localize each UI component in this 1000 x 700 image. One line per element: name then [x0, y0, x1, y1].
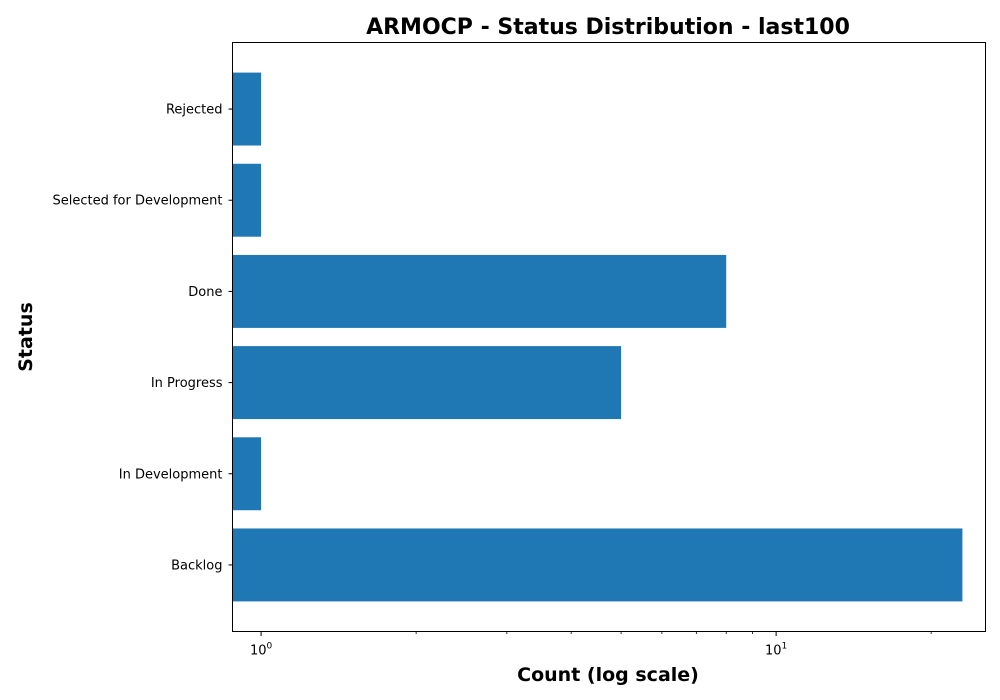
- y-tick-label: Rejected: [166, 103, 223, 118]
- x-axis-label: Count (log scale): [517, 664, 699, 686]
- bars-group: [232, 72, 963, 602]
- plot-frame: [232, 42, 986, 632]
- y-axis-label: Status: [15, 302, 37, 372]
- y-tick-label: Done: [188, 285, 222, 300]
- y-ticks-group: Backlog In Development In Progress Done Sele…: [52, 103, 233, 573]
- bar-in-progress: [232, 346, 622, 420]
- bar-done: [232, 254, 727, 328]
- bar-rejected: [232, 72, 262, 146]
- bar-selected-for-development: [232, 163, 262, 237]
- y-tick-label: Selected for Development: [52, 194, 222, 209]
- y-tick-label: In Progress: [151, 376, 223, 391]
- y-tick-label: Backlog: [171, 558, 222, 573]
- x-ticks-group: 100 101: [250, 631, 932, 659]
- x-tick-label: 100: [250, 642, 273, 659]
- y-tick-label: In Development: [119, 467, 223, 482]
- bar-in-development: [232, 437, 262, 511]
- bar-backlog: [232, 528, 963, 602]
- x-tick-label: 101: [765, 642, 787, 659]
- chart-title: ARMOCP - Status Distribution - last100: [366, 15, 850, 40]
